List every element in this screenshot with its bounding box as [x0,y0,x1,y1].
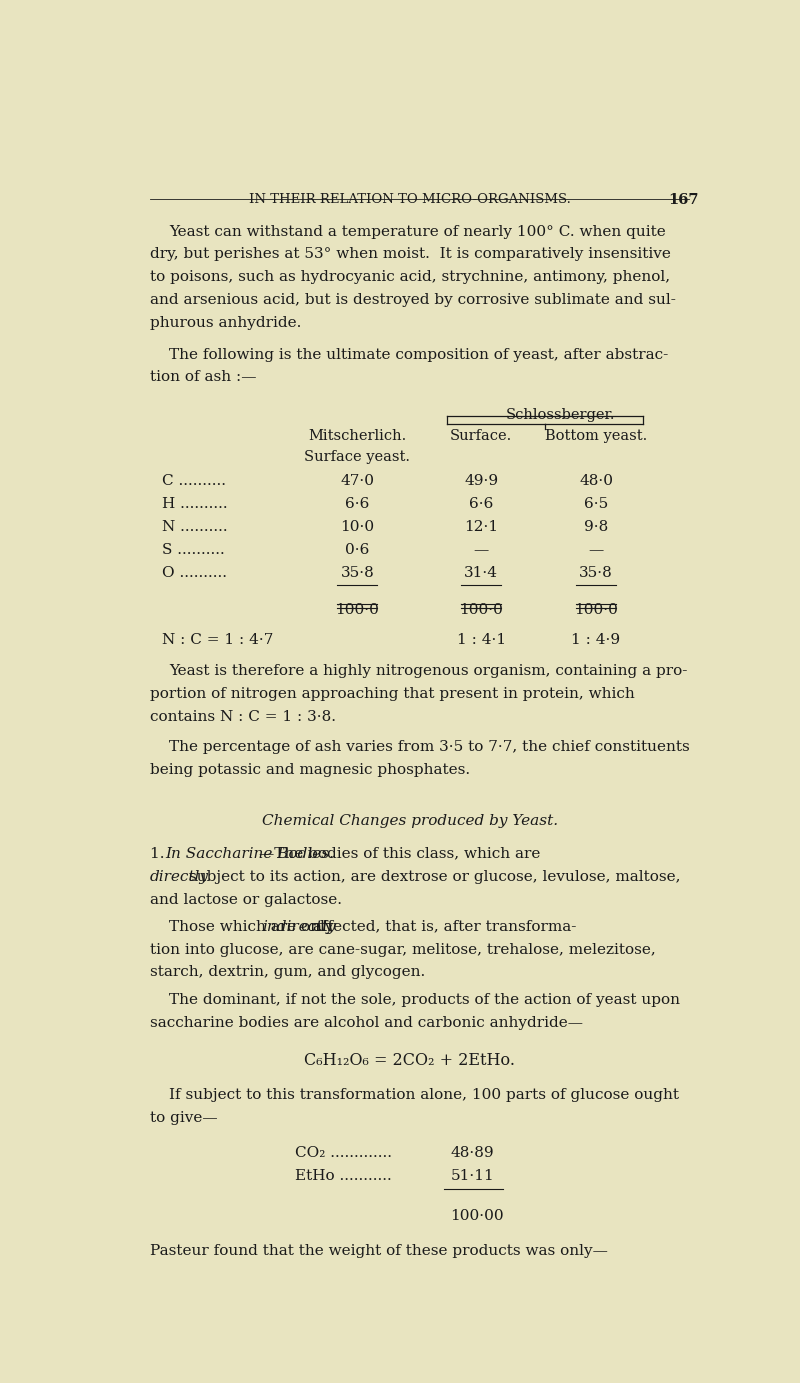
Text: 31·4: 31·4 [464,566,498,579]
Text: 35·8: 35·8 [579,566,613,579]
Text: 100·00: 100·00 [450,1209,504,1223]
Text: 100·0: 100·0 [335,603,379,617]
Text: Bottom yeast.: Bottom yeast. [545,430,647,444]
Text: Mitscherlich.: Mitscherlich. [308,430,406,444]
Text: O ..........: O .......... [162,566,227,579]
Text: 1.: 1. [150,846,169,860]
Text: 9·8: 9·8 [584,520,608,534]
Text: phurous anhydride.: phurous anhydride. [150,317,301,331]
Text: 167: 167 [668,192,698,206]
Text: and arsenious acid, but is destroyed by corrosive sublimate and sul-: and arsenious acid, but is destroyed by … [150,293,675,307]
Text: Those which are only: Those which are only [170,920,339,934]
Text: subject to its action, are dextrose or glucose, levulose, maltose,: subject to its action, are dextrose or g… [189,870,680,884]
Text: —: — [474,544,489,557]
Text: 1 : 4·1: 1 : 4·1 [457,633,506,647]
Text: N : C = 1 : 4·7: N : C = 1 : 4·7 [162,633,274,647]
Text: Yeast is therefore a highly nitrogenous organism, containing a pro-: Yeast is therefore a highly nitrogenous … [170,664,688,678]
Text: 48·89: 48·89 [450,1147,494,1160]
Text: and lactose or galactose.: and lactose or galactose. [150,892,342,906]
Text: 6·5: 6·5 [584,496,608,512]
Text: indirectly: indirectly [262,920,336,934]
Text: The following is the ultimate composition of yeast, after abstrac-: The following is the ultimate compositio… [170,347,669,361]
Text: 0·6: 0·6 [345,544,370,557]
Text: 6·6: 6·6 [469,496,494,512]
Text: 100·0: 100·0 [574,603,618,617]
Text: 100·0: 100·0 [459,603,503,617]
Text: 10·0: 10·0 [340,520,374,534]
Text: EtHo ...........: EtHo ........... [295,1169,392,1184]
Text: 6·6: 6·6 [345,496,370,512]
Text: tion into glucose, are cane-sugar, melitose, trehalose, melezitose,: tion into glucose, are cane-sugar, melit… [150,943,655,957]
Text: 1 : 4·9: 1 : 4·9 [571,633,621,647]
Text: If subject to this transformation alone, 100 parts of glucose ought: If subject to this transformation alone,… [170,1088,679,1102]
Text: 49·9: 49·9 [464,474,498,488]
Text: 47·0: 47·0 [340,474,374,488]
Text: affected, that is, after transforma-: affected, that is, after transforma- [308,920,577,934]
Text: IN THEIR RELATION TO MICRO-ORGANISMS.: IN THEIR RELATION TO MICRO-ORGANISMS. [249,192,571,206]
Text: H ..........: H .......... [162,496,228,512]
Text: saccharine bodies are alcohol and carbonic anhydride—: saccharine bodies are alcohol and carbon… [150,1015,582,1029]
Text: 35·8: 35·8 [341,566,374,579]
Text: tion of ash :—: tion of ash :— [150,371,256,384]
Text: —: — [588,544,604,557]
Text: dry, but perishes at 53° when moist.  It is comparatively insensitive: dry, but perishes at 53° when moist. It … [150,248,670,261]
Text: N ..........: N .......... [162,520,228,534]
Text: directly: directly [150,870,209,884]
Text: 12·1: 12·1 [464,520,498,534]
Text: Yeast can withstand a temperature of nearly 100° C. when quite: Yeast can withstand a temperature of nea… [170,224,666,238]
Text: C₆H₁₂O₆ = 2CO₂ + 2EtHo.: C₆H₁₂O₆ = 2CO₂ + 2EtHo. [305,1052,515,1069]
Text: Chemical Changes produced by Yeast.: Chemical Changes produced by Yeast. [262,813,558,827]
Text: starch, dextrin, gum, and glycogen.: starch, dextrin, gum, and glycogen. [150,965,425,979]
Text: Surface yeast.: Surface yeast. [304,449,410,465]
Text: being potassic and magnesic phosphates.: being potassic and magnesic phosphates. [150,763,470,777]
Text: —The bodies of this class, which are: —The bodies of this class, which are [259,846,541,860]
Text: Schlossberger.: Schlossberger. [506,408,615,422]
Text: The percentage of ash varies from 3·5 to 7·7, the chief constituents: The percentage of ash varies from 3·5 to… [170,740,690,754]
Text: portion of nitrogen approaching that present in protein, which: portion of nitrogen approaching that pre… [150,687,634,701]
Text: Surface.: Surface. [450,430,513,444]
Text: C ..........: C .......... [162,474,226,488]
Text: contains N : C = 1 : 3·8.: contains N : C = 1 : 3·8. [150,709,336,723]
Text: The dominant, if not the sole, products of the action of yeast upon: The dominant, if not the sole, products … [170,993,681,1007]
Text: to poisons, such as hydrocyanic acid, strychnine, antimony, phenol,: to poisons, such as hydrocyanic acid, st… [150,270,670,285]
Text: In Saccharine Bodies.: In Saccharine Bodies. [165,846,334,860]
Text: Pasteur found that the weight of these products was only—: Pasteur found that the weight of these p… [150,1245,607,1259]
Text: CO₂ .............: CO₂ ............. [295,1147,392,1160]
Text: S ..........: S .......... [162,544,225,557]
Text: 51·11: 51·11 [450,1169,494,1184]
Text: to give—: to give— [150,1111,218,1124]
Text: 48·0: 48·0 [579,474,613,488]
